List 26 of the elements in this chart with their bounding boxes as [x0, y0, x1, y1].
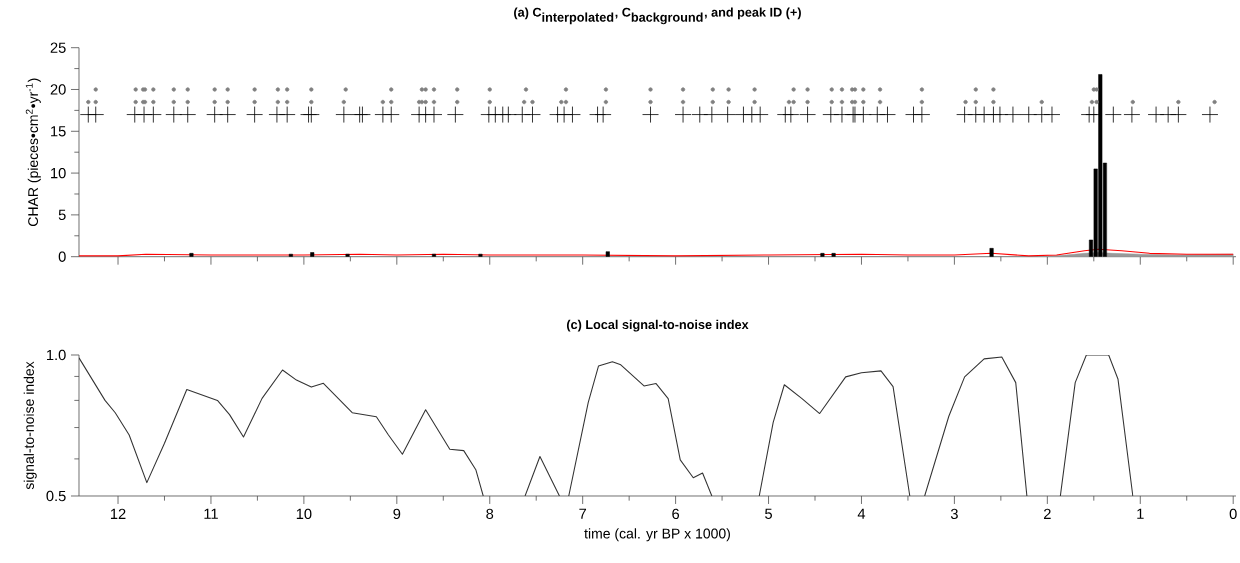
chart-title: (c) Local signal-to-noise index [566, 319, 749, 332]
x-axis-title: time (cal. yr BP x 1000) [584, 528, 730, 542]
y-tick-label: 1.0 [47, 349, 66, 361]
y-tick-label: 20 [50, 84, 66, 95]
x-tick-label: 9 [393, 508, 401, 520]
y-tick-label: 0.5 [46, 490, 66, 502]
y-tick-label: 25 [50, 42, 66, 53]
x-tick-label: 5 [765, 508, 772, 519]
x-tick-label: 7 [579, 508, 587, 519]
x-tick-label: 11 [204, 508, 218, 519]
x-tick-label: 12 [110, 508, 126, 519]
y-tick-label: 5 [58, 209, 66, 221]
x-tick-label: 2 [1043, 508, 1051, 519]
x-tick-label: 3 [950, 508, 958, 520]
y-axis-title: CHAR (pieces•cm$^{2}$•yr$^{-1}$) [25, 78, 41, 226]
x-tick-label: 8 [486, 508, 494, 520]
x-tick-label: 4 [857, 508, 866, 519]
y-axis-title: signal-to-noise index [23, 361, 37, 490]
x-tick-label: 1 [1137, 508, 1144, 519]
x-tick-label: 6 [672, 508, 680, 520]
y-tick-label: 0 [58, 251, 66, 262]
y-tick-label: 10 [51, 167, 66, 179]
x-tick-label: 0 [1229, 508, 1237, 520]
y-tick-label: 15 [51, 126, 66, 137]
chart-title: $\textbf{(a) C}_{\textbf{interpolated}}\textbf{, C}_{\textbf{background}}\textbf{, and peak ID (+)}$ [514, 7, 801, 25]
x-tick-label: 10 [296, 508, 312, 520]
